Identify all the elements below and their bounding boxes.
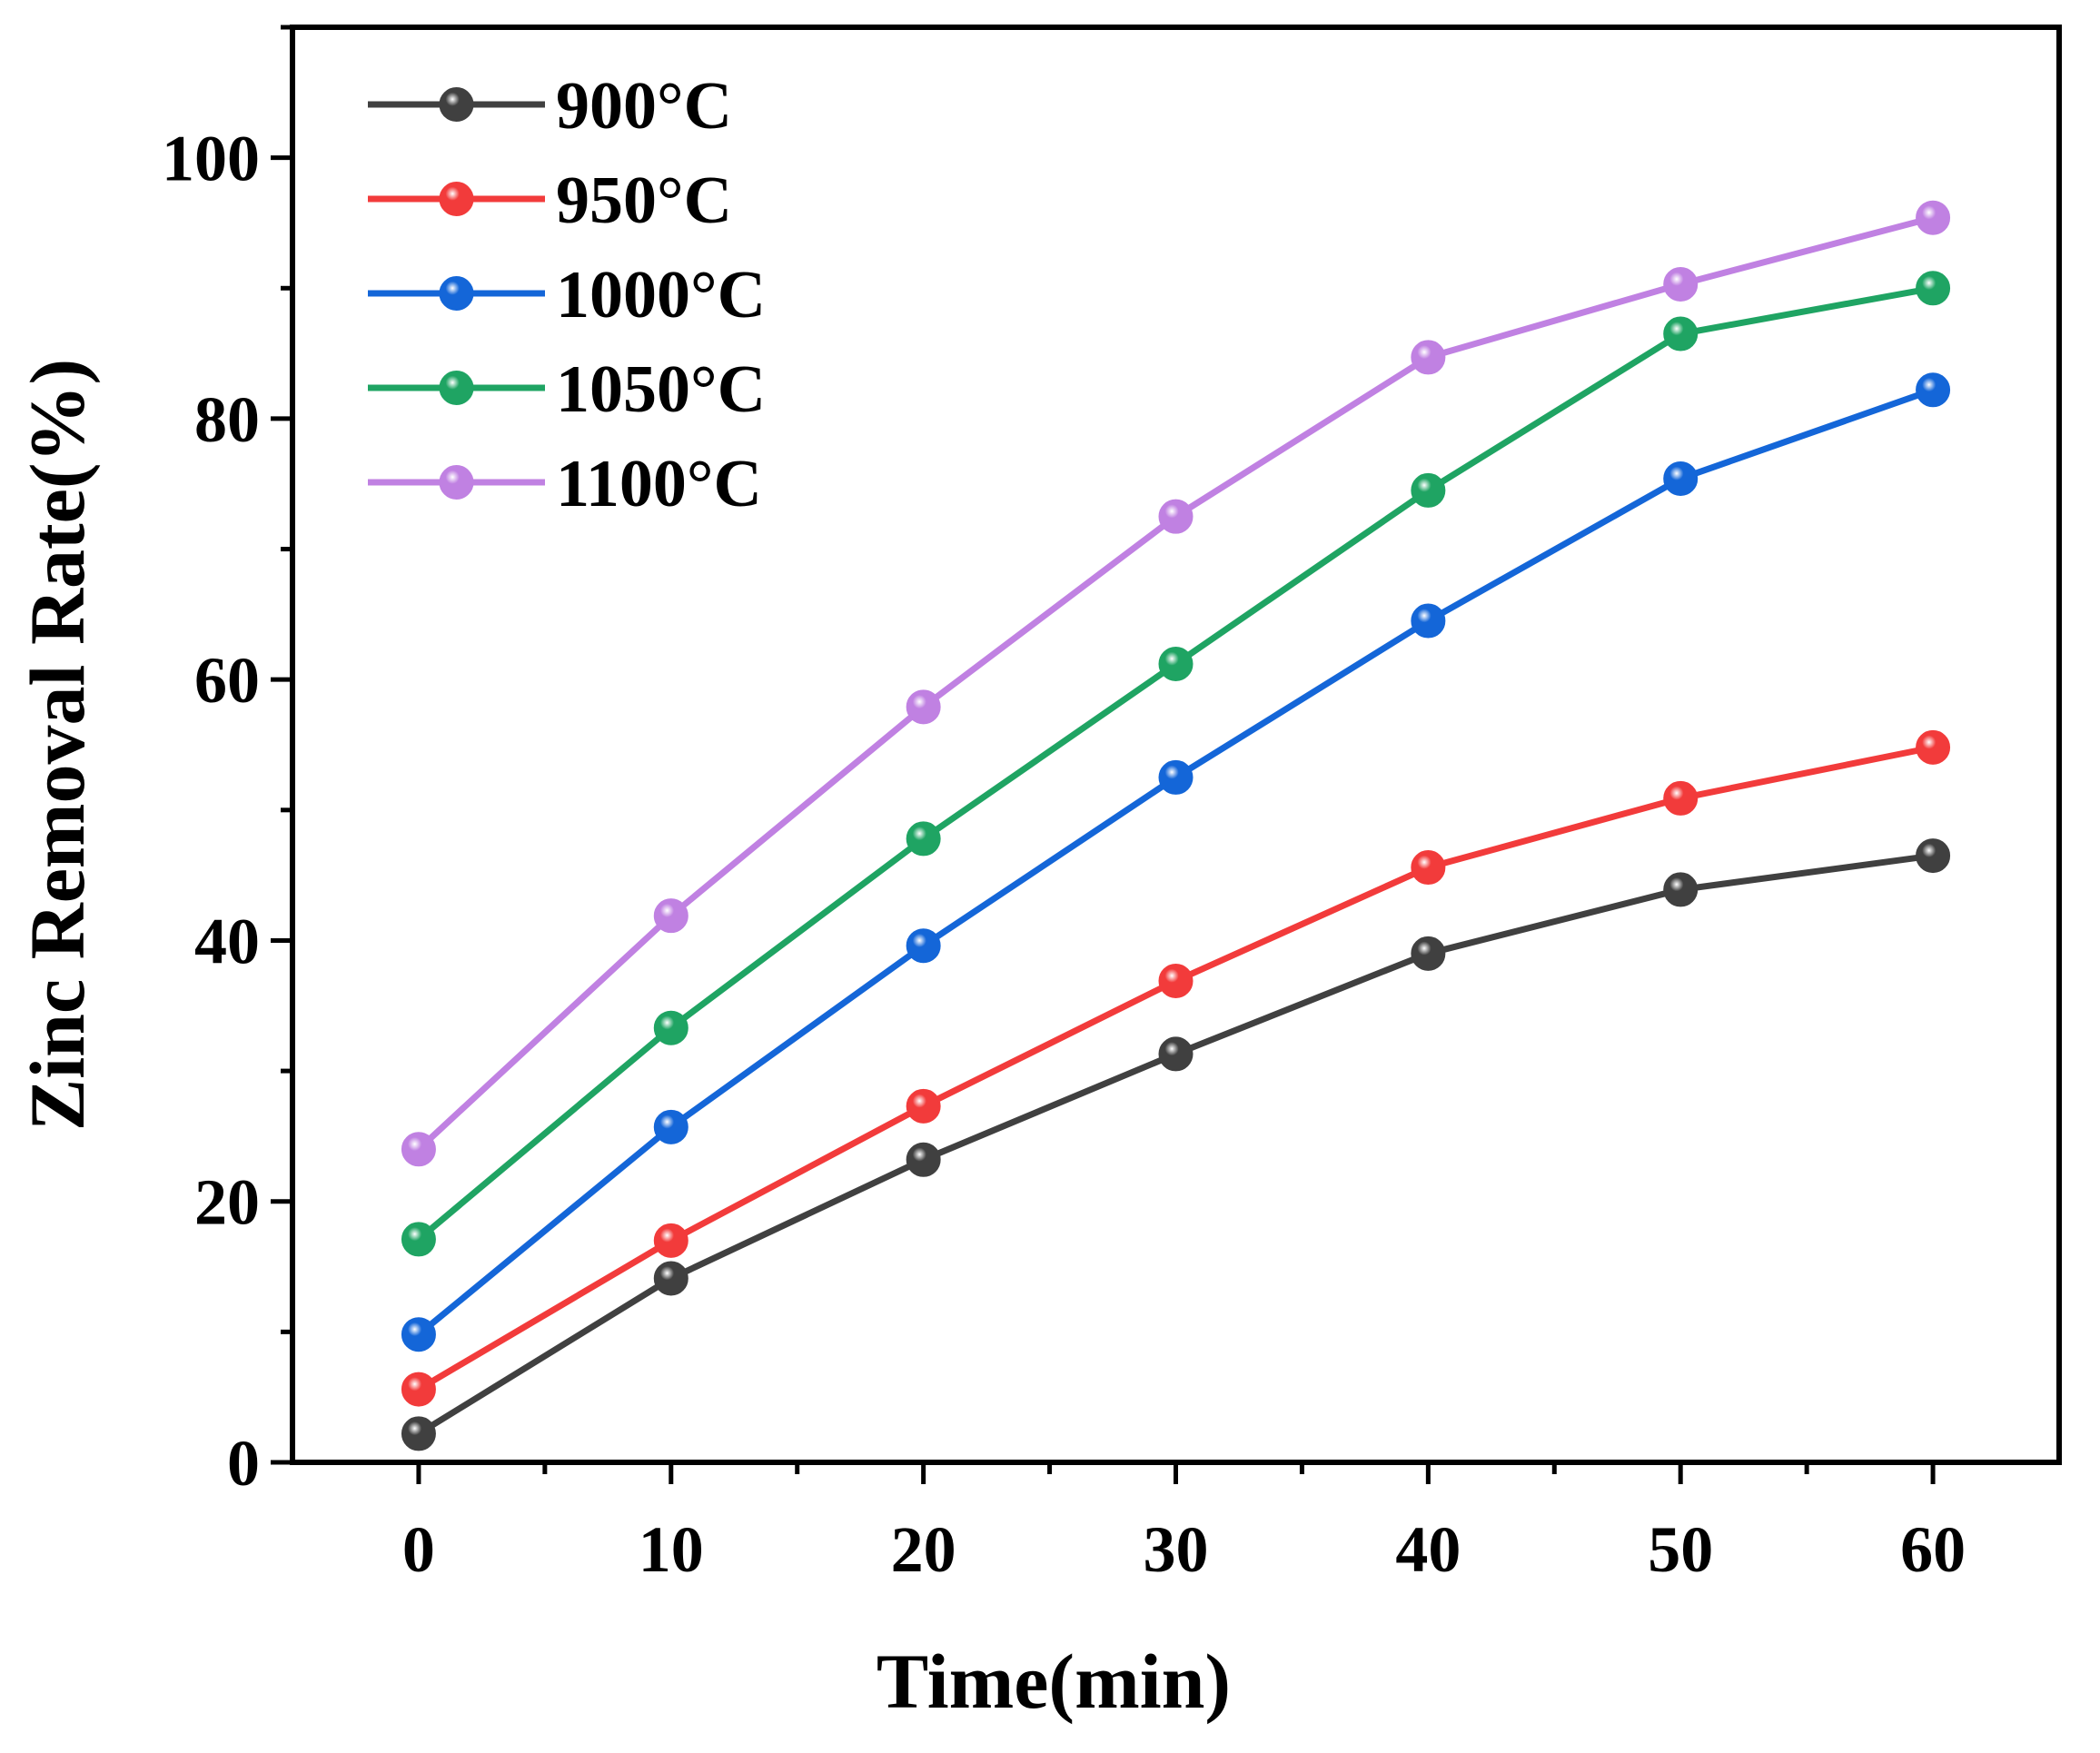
plot-frame <box>290 25 2062 1465</box>
legend-item: 1100°C <box>368 447 762 521</box>
series-950°C <box>401 729 1951 1407</box>
series-1100°C <box>401 200 1951 1167</box>
data-point <box>1663 461 1699 496</box>
legend-marker <box>439 182 474 216</box>
x-tick-label: 20 <box>891 1513 956 1586</box>
x-tick-label: 10 <box>639 1513 704 1586</box>
x-axis-title: Time(min) <box>877 1638 1231 1725</box>
x-axis: 0 10 20 30 40 50 60 <box>402 1462 1966 1586</box>
y-tick-label: 100 <box>162 123 260 195</box>
legend-label: 1100°C <box>556 447 762 521</box>
data-point <box>1411 340 1446 375</box>
data-point <box>1663 316 1699 352</box>
data-point <box>401 1372 436 1407</box>
data-point <box>1158 499 1194 534</box>
legend-marker <box>439 465 474 500</box>
data-point <box>1916 372 1951 408</box>
legend-label: 1000°C <box>556 258 766 332</box>
x-tick-label: 30 <box>1144 1513 1209 1586</box>
data-point <box>906 689 941 725</box>
data-point <box>653 898 688 934</box>
data-point <box>401 1416 436 1451</box>
data-point <box>401 1222 436 1257</box>
data-point <box>1411 936 1446 971</box>
data-point <box>1916 271 1951 306</box>
legend-marker <box>439 371 474 405</box>
data-point <box>1411 603 1446 639</box>
data-point <box>653 1010 688 1045</box>
y-tick-label: 60 <box>194 644 260 717</box>
data-point <box>1663 780 1699 816</box>
data-point <box>906 1088 941 1124</box>
legend-label: 900°C <box>556 69 732 144</box>
x-tick-label: 60 <box>1900 1513 1966 1586</box>
series-900°C <box>401 838 1951 1451</box>
data-point <box>1663 872 1699 907</box>
legend-item: 1050°C <box>368 352 766 427</box>
data-point <box>906 928 941 964</box>
y-axis: 0 20 40 60 80 100 <box>162 25 292 1500</box>
data-point <box>653 1109 688 1144</box>
x-tick-label: 40 <box>1395 1513 1461 1586</box>
y-tick-label: 80 <box>194 383 260 456</box>
y-axis-title: Zinc Removal Rate(%) <box>14 359 101 1131</box>
data-point <box>906 1142 941 1177</box>
legend-marker <box>439 87 474 122</box>
legend-item: 900°C <box>368 69 732 144</box>
data-point <box>1411 472 1446 508</box>
data-point <box>1158 759 1194 795</box>
y-tick-label: 40 <box>194 905 260 977</box>
data-point <box>1411 850 1446 886</box>
x-tick-label: 50 <box>1648 1513 1713 1586</box>
legend-item: 950°C <box>368 163 732 238</box>
legend-label: 1050°C <box>556 352 766 427</box>
data-point <box>401 1132 436 1167</box>
series-layer <box>401 200 1951 1451</box>
data-point <box>401 1317 436 1352</box>
data-point <box>653 1261 688 1296</box>
legend-marker <box>439 276 474 311</box>
data-point <box>1158 646 1194 681</box>
y-tick-label: 0 <box>227 1427 260 1500</box>
data-point <box>906 821 941 857</box>
data-point <box>653 1223 688 1258</box>
legend-label: 950°C <box>556 163 732 238</box>
series-1050°C <box>401 271 1951 1257</box>
data-point <box>1916 838 1951 874</box>
data-point <box>1158 1036 1194 1072</box>
data-point <box>1158 963 1194 998</box>
legend: 900°C 950°C 1000°C 1050°C 1100°C <box>368 69 766 521</box>
x-tick-label: 0 <box>402 1513 435 1586</box>
data-point <box>1916 729 1951 765</box>
legend-item: 1000°C <box>368 258 766 332</box>
series-1000°C <box>401 372 1951 1352</box>
data-point <box>1663 266 1699 302</box>
y-tick-label: 20 <box>194 1166 260 1239</box>
data-point <box>1916 200 1951 235</box>
